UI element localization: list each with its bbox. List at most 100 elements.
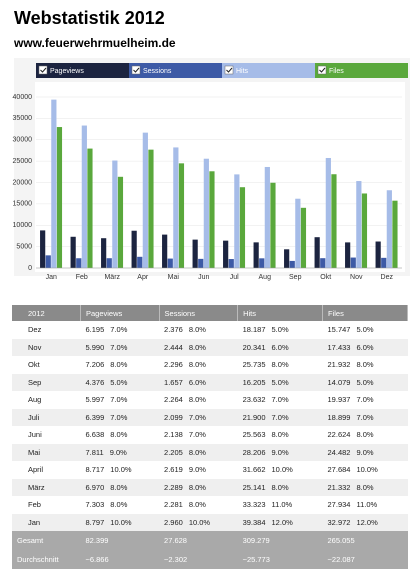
header-cell: 2012: [12, 305, 81, 321]
percent: 6.0%: [356, 342, 374, 352]
bar: [331, 174, 337, 268]
table-row: Jan 8.797 10.0% 2.960 10.0% 39.384 12.0% 32.972…: [12, 513, 408, 531]
bar: [40, 230, 46, 268]
chart: Pageviews Sessions Hits Files 0 5000 10000 1500…: [13, 58, 410, 281]
percent: 9.0%: [188, 465, 206, 475]
footer-value: ~25.773: [237, 550, 323, 569]
x-tick-label: Jul: [230, 274, 239, 281]
bar: [325, 157, 331, 268]
percent: 5.0%: [271, 325, 289, 335]
value-cell: 8.797 10.0%: [80, 513, 160, 531]
title: Webstatistik 2012: [14, 8, 165, 28]
value-cell: 31.662 10.0%: [238, 461, 323, 479]
percent: 8.0%: [188, 500, 206, 510]
percent: 9.0%: [271, 447, 289, 457]
bar: [350, 257, 356, 268]
legend-check: [133, 67, 140, 73]
month-cell: Feb: [28, 500, 41, 510]
x-tick-label: Dez: [381, 274, 394, 281]
value-cell: 21.900 7.0%: [237, 408, 323, 426]
percent: 7.0%: [110, 395, 128, 405]
month-cell: Nov: [12, 338, 81, 356]
value-cell: 2.281 8.0%: [159, 496, 238, 514]
percent: 5.0%: [356, 325, 374, 335]
bar: [375, 241, 381, 268]
bar: [381, 257, 387, 268]
count: 39.384: [242, 517, 266, 527]
percent: 9.0%: [356, 447, 374, 457]
count: 21.332: [327, 482, 351, 492]
percent: 7.0%: [110, 342, 128, 352]
legend-checkbox: [317, 65, 327, 75]
bar: [239, 187, 246, 268]
value-cell: 2.138 7.0%: [159, 426, 238, 444]
legend-check: [40, 67, 47, 73]
month-cell: Sep: [12, 373, 81, 391]
bar: [300, 207, 307, 268]
bar: [264, 166, 270, 268]
table-row: Juli 6.399 7.0% 2.099 7.0% 21.900 7.0% 18.899 7.…: [12, 408, 408, 426]
header-cell: Sessions: [159, 305, 239, 321]
value-cell: 2.099 7.0%: [159, 408, 238, 426]
percent: 10.0%: [110, 517, 132, 527]
bar: [112, 160, 118, 268]
month-cell: Mai: [12, 443, 81, 461]
percent: 11.0%: [356, 500, 378, 510]
count: 5.990: [85, 342, 105, 352]
bar: [178, 163, 185, 268]
count: 17.433: [327, 342, 351, 352]
percent: 8.0%: [188, 325, 206, 335]
bar: [148, 149, 154, 268]
count: 2.619: [164, 465, 183, 475]
legend-check: [226, 67, 233, 73]
value-cell: 33.323 11.0%: [238, 496, 323, 514]
percent: 12.0%: [356, 517, 378, 527]
bar: [137, 256, 143, 268]
percent: 10.0%: [356, 465, 378, 475]
count: 16.205: [242, 377, 266, 387]
value-cell: 6.970 8.0%: [80, 478, 160, 496]
count: 27.684: [327, 465, 351, 475]
y-tick-label: 35000: [13, 115, 33, 122]
bar: [392, 200, 398, 268]
x-tick-label: Feb: [76, 274, 88, 281]
percent: 8.0%: [271, 482, 289, 492]
bar: [386, 190, 392, 268]
header-row: 2012 Pageviews Sessions Hits Files: [12, 305, 408, 321]
x-tick-label: Mai: [168, 274, 180, 281]
y-tick-label: 40000: [13, 94, 33, 101]
percent: 7.0%: [110, 325, 128, 335]
x-tick-label: Okt: [320, 274, 331, 281]
percent: 8.0%: [356, 482, 374, 492]
value-cell: 28.206 9.0%: [237, 443, 323, 461]
value-cell: 7.811 9.0%: [80, 443, 160, 461]
plot-area: [35, 82, 405, 272]
percent: 12.0%: [271, 517, 293, 527]
value-cell: 39.384 12.0%: [237, 513, 323, 531]
count: 15.747: [327, 325, 351, 335]
table-row: Dez 6.195 7.0% 2.376 8.0% 18.187 5.0% 15.747 5.0…: [12, 321, 408, 339]
footer-value: 265.055: [322, 531, 408, 550]
bar: [198, 258, 204, 268]
bar: [87, 148, 93, 268]
count: 6.638: [85, 430, 105, 440]
percent: 8.0%: [188, 395, 206, 405]
bar: [295, 198, 301, 268]
bar: [234, 174, 240, 268]
value-cell: 18.899 7.0%: [322, 408, 408, 426]
footer-value: ~6.866: [80, 550, 160, 569]
y-tick-label: 20000: [13, 179, 33, 186]
legend-label: Pageviews: [50, 68, 84, 75]
percent: 7.0%: [356, 412, 374, 422]
value-cell: 8.717 10.0%: [81, 461, 160, 479]
count: 2.444: [164, 342, 183, 352]
percent: 8.0%: [356, 360, 374, 370]
count: 6.970: [85, 482, 105, 492]
count: 5.997: [85, 395, 105, 405]
legend-label: Hits: [236, 68, 249, 75]
value-cell: 6.399 7.0%: [80, 408, 160, 426]
table-row: Feb 7.303 8.0% 2.281 8.0% 33.323 11.0% 27.934 11…: [12, 496, 408, 514]
legend-swatch: [315, 63, 408, 78]
table-row: Sep 4.376 5.0% 1.657 6.0% 16.205 5.0% 14.079 5.0…: [12, 373, 408, 391]
percent: 8.0%: [188, 360, 206, 370]
